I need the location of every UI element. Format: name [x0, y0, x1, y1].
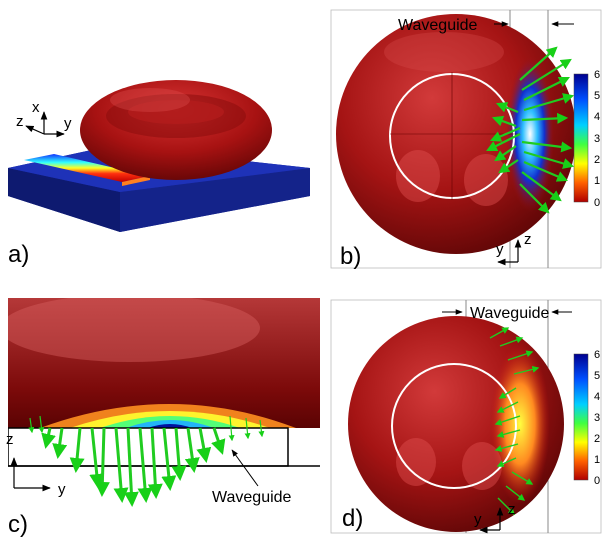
- waveguide-circle-outline-d: [391, 363, 517, 489]
- waveguide-label-d: Waveguide: [470, 305, 550, 322]
- colorbar-tick-b-1: 1: [594, 175, 600, 187]
- waveguide-bracket-d: Waveguide: [442, 305, 572, 322]
- axis-label-x: x: [32, 99, 40, 116]
- red-blood-cell-3d: [80, 80, 272, 180]
- axis-label-y-b: y: [496, 241, 504, 258]
- force-vectors-d: [489, 327, 540, 515]
- colorbar-d: 6 5 4 3 2 1 0: [573, 349, 600, 487]
- panel-c: Waveguide z y c): [6, 298, 320, 538]
- panel-c-axes: z y: [6, 431, 66, 498]
- panel-d: Waveguide 6 5 4 3 2 1 0 y z d): [330, 299, 602, 534]
- axis-label-y-c: y: [58, 481, 66, 498]
- panel-a-axes: x y z: [16, 99, 72, 138]
- axis-label-y: y: [64, 115, 72, 132]
- force-vectors-c: [41, 427, 226, 507]
- panel-a: x y z a): [8, 80, 310, 268]
- colorbar-b: 6 5 4 3 2 1 0: [573, 69, 600, 209]
- panel-label-c: c): [8, 511, 28, 538]
- panel-d-axes: y z: [474, 501, 516, 534]
- panel-label-d: d): [342, 505, 363, 532]
- colorbar-tick-b-0: 0: [594, 197, 600, 209]
- colorbar-tick-b-5: 5: [594, 90, 600, 102]
- intensity-hotspot-d: [490, 344, 550, 504]
- axis-label-z-d: z: [508, 501, 516, 518]
- waveguide-label-c: Waveguide: [212, 489, 292, 506]
- panel-label-a: a): [8, 241, 29, 268]
- colorbar-tick-d-3: 3: [594, 412, 600, 424]
- colorbar-tick-d-2: 2: [594, 433, 600, 445]
- waveguide-bracket-b: Waveguide: [398, 17, 574, 34]
- waveguide-label-b: Waveguide: [398, 17, 478, 34]
- colorbar-tick-b-4: 4: [594, 111, 600, 123]
- colorbar-tick-b-2: 2: [594, 154, 600, 166]
- colorbar-tick-d-4: 4: [594, 391, 600, 403]
- panel-b: Waveguide 6 5 4 3 2 1 0 y z b): [330, 9, 602, 270]
- waveguide-stripe: [24, 154, 150, 186]
- intensity-hotspot-b: [506, 56, 554, 212]
- colorbar-tick-b-6: 6: [594, 69, 600, 81]
- axis-label-z: z: [16, 113, 24, 130]
- waveguide-pointer-c: Waveguide: [212, 449, 292, 506]
- colorbar-tick-d-1: 1: [594, 454, 600, 466]
- colorbar-tick-d-6: 6: [594, 349, 600, 361]
- axis-label-y-d: y: [474, 511, 482, 528]
- axis-label-z-b: z: [524, 231, 532, 248]
- colorbar-tick-b-3: 3: [594, 133, 600, 145]
- axis-label-z-c: z: [6, 431, 14, 448]
- colorbar-tick-d-5: 5: [594, 370, 600, 382]
- panel-label-b: b): [340, 243, 361, 270]
- panel-b-axes: y z: [496, 231, 532, 266]
- force-vectors-b: [486, 46, 575, 214]
- colorbar-tick-d-0: 0: [594, 475, 600, 487]
